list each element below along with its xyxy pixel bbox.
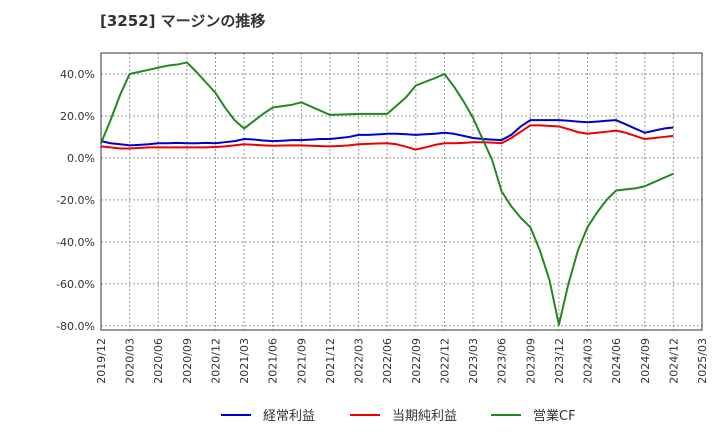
- x-tick-label: 2021/06: [267, 338, 280, 384]
- series-line-1: [100, 119, 674, 147]
- x-tick-label: 2020/09: [181, 338, 194, 384]
- legend-label-1: 経常利益: [263, 409, 315, 424]
- x-tick-label: 2021/03: [238, 338, 251, 384]
- series-lines: [100, 61, 674, 326]
- x-tick-label: 2024/09: [639, 338, 652, 384]
- y-axis: -80.0% -60.0% -40.0% -20.0% 0.0% 20.0% 40.0%: [56, 68, 95, 333]
- x-tick-label: 2021/09: [295, 338, 308, 384]
- x-tick-label: 2023/06: [496, 338, 509, 384]
- x-tick-label: 2022/06: [381, 338, 394, 384]
- y-tick-label: 20.0%: [60, 110, 95, 123]
- y-tick-label: -60.0%: [56, 278, 95, 291]
- x-tick-label: 2023/12: [553, 338, 566, 384]
- x-tick-label: 2024/12: [667, 338, 680, 384]
- series-line-2: [100, 124, 674, 151]
- chart-title: [3252] マージンの推移: [100, 12, 266, 30]
- x-tick-label: 2022/03: [353, 338, 366, 384]
- legend-label-2: 当期純利益: [392, 409, 457, 424]
- y-tick-label: -80.0%: [56, 320, 95, 333]
- grid-lines: [100, 53, 703, 330]
- x-tick-label: 2023/03: [467, 338, 480, 384]
- x-tick-label: 2021/12: [324, 338, 337, 384]
- x-tick-label: 2020/12: [209, 338, 222, 384]
- y-tick-label: -20.0%: [56, 194, 95, 207]
- series-line-3: [100, 61, 674, 326]
- x-tick-label: 2025/03: [696, 338, 709, 384]
- x-tick-label: 2022/12: [438, 338, 451, 384]
- x-tick-label: 2024/03: [582, 338, 595, 384]
- y-tick-label: 40.0%: [60, 68, 95, 81]
- y-tick-label: -40.0%: [56, 236, 95, 249]
- legend: 経常利益 当期純利益 営業CF: [221, 408, 576, 424]
- legend-label-3: 営業CF: [533, 408, 576, 424]
- plot-area-frame: [100, 52, 703, 331]
- x-tick-label: 2022/09: [410, 338, 423, 384]
- x-tick-label: 2019/12: [95, 338, 108, 384]
- x-axis: 2019/12 2020/03 2020/06 2020/09 2020/12 2021/…: [95, 338, 709, 384]
- y-tick-label: 0.0%: [67, 152, 95, 165]
- x-tick-label: 2024/06: [610, 338, 623, 384]
- x-tick-label: 2020/06: [152, 338, 165, 384]
- x-tick-label: 2023/09: [524, 338, 537, 384]
- x-tick-label: 2020/03: [124, 338, 137, 384]
